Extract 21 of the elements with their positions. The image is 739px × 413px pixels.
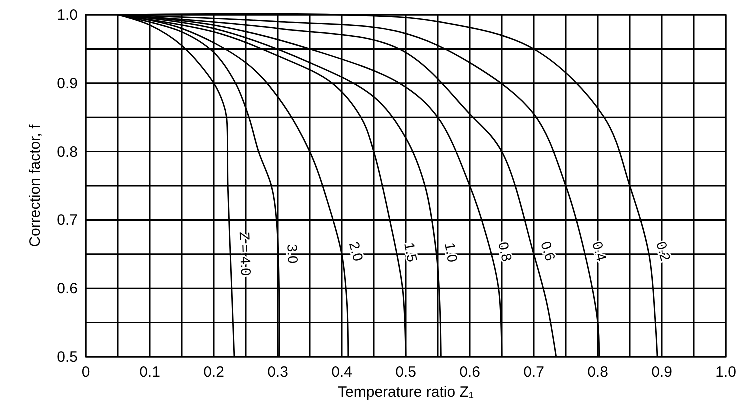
x-tick-label: 0.9 <box>652 364 672 381</box>
y-tick-label: 0.8 <box>57 144 78 161</box>
x-tick-label: 0 <box>82 364 90 381</box>
x-tick-label: 0.3 <box>268 364 288 381</box>
x-tick-label: 0.2 <box>204 364 224 381</box>
x-axis-title: Temperature ratio Z₁ <box>338 384 474 401</box>
text: 3.0 <box>284 244 302 264</box>
text: 1.0 <box>442 242 462 264</box>
y-tick-label: 0.7 <box>57 212 78 230</box>
x-tick-label: 0.8 <box>588 364 608 381</box>
y-tick-label: 0.5 <box>57 349 78 366</box>
y-axis-title: Correction factor, f <box>27 124 44 248</box>
x-tick-label: 0.1 <box>140 364 160 381</box>
y-tick-label: 1.0 <box>57 7 78 24</box>
y-tick-label: 0.9 <box>57 75 78 92</box>
x-tick-label: 0.4 <box>332 364 352 381</box>
x-tick-label: 1.0 <box>716 364 736 381</box>
y-tick-label: 0.6 <box>57 280 78 298</box>
x-tick-label: 0.7 <box>524 364 544 381</box>
x-tick-label: 0.6 <box>460 364 480 381</box>
x-tick-label: 0.5 <box>396 364 416 381</box>
